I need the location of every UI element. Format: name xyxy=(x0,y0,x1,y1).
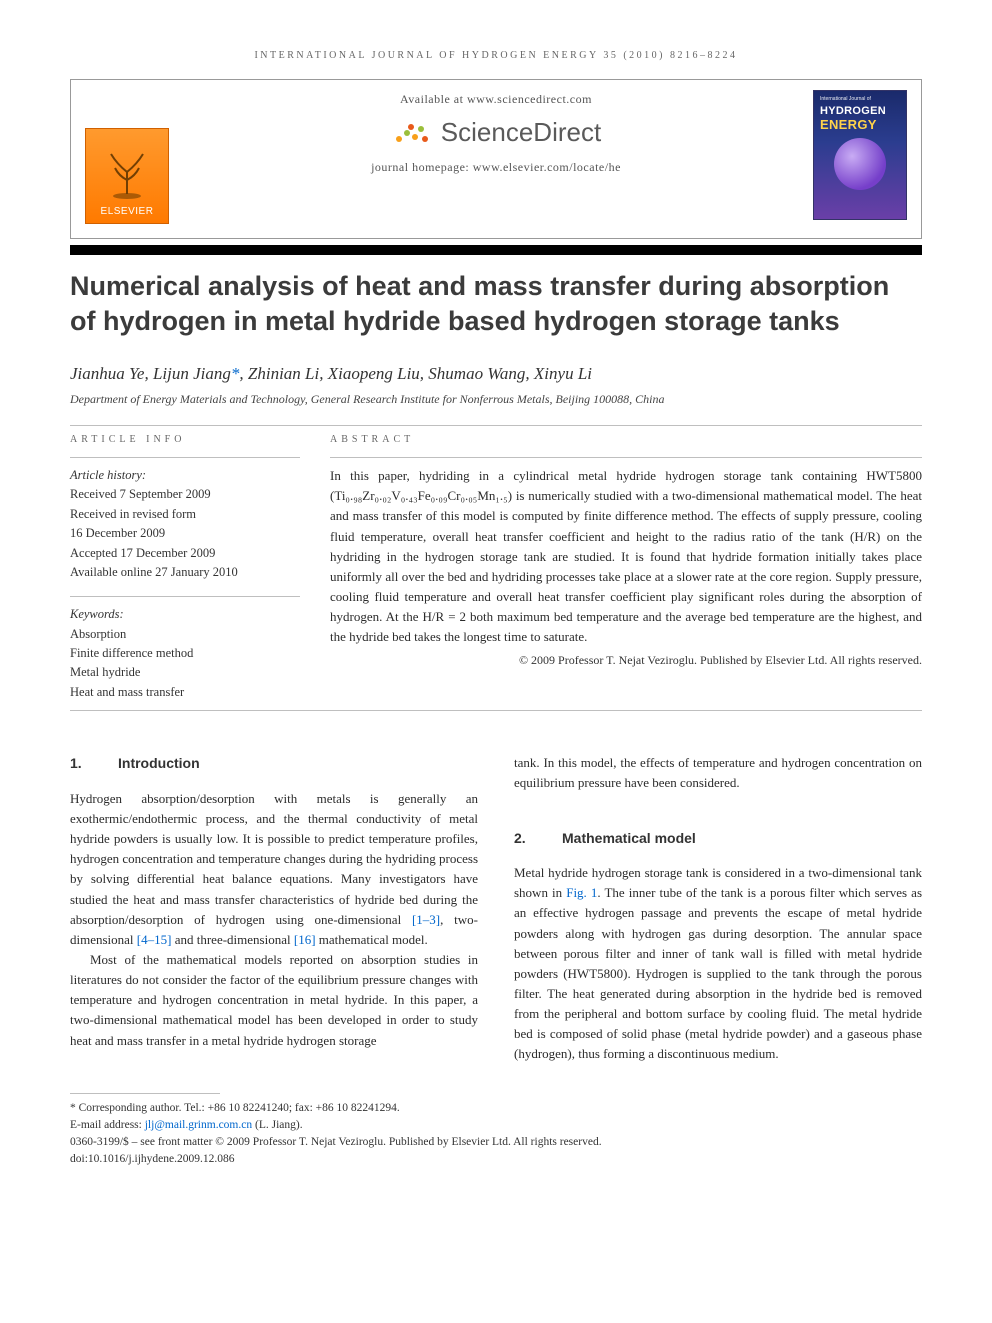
article-title: Numerical analysis of heat and mass tran… xyxy=(70,269,922,338)
journal-homepage-line: journal homepage: www.elsevier.com/locat… xyxy=(91,160,901,175)
keyword: Heat and mass transfer xyxy=(70,683,300,702)
divider xyxy=(70,710,922,711)
divider xyxy=(70,457,300,458)
divider xyxy=(70,425,922,426)
divider xyxy=(330,457,922,458)
section-title-text: Introduction xyxy=(118,755,200,771)
section-heading-model: 2.Mathematical model xyxy=(514,828,922,850)
paragraph-continuation: tank. In this model, the effects of temp… xyxy=(514,753,922,793)
section-heading-introduction: 1.Introduction xyxy=(70,753,478,775)
text-run: . The inner tube of the tank is a porous… xyxy=(514,885,922,1061)
running-head: INTERNATIONAL JOURNAL OF HYDROGEN ENERGY… xyxy=(70,50,922,61)
doi-line: doi:10.1016/j.ijhydene.2009.12.086 xyxy=(70,1151,922,1168)
history-online: Available online 27 January 2010 xyxy=(70,563,300,582)
citation-link[interactable]: [16] xyxy=(294,932,316,947)
black-divider-bar xyxy=(70,245,922,255)
body-two-columns: 1.Introduction Hydrogen absorption/desor… xyxy=(70,753,922,1064)
history-received: Received 7 September 2009 xyxy=(70,485,300,504)
cover-hydrogen-text: HYDROGEN xyxy=(820,105,900,117)
citation-link[interactable]: [4–15] xyxy=(137,932,172,947)
authors-line: Jianhua Ye, Lijun Jiang*, Zhinian Li, Xi… xyxy=(70,364,922,384)
article-info-column: ARTICLE INFO Article history: Received 7… xyxy=(70,434,300,702)
abstract-column: ABSTRACT In this paper, hydriding in a c… xyxy=(330,434,922,702)
email-link[interactable]: jlj@mail.grinm.com.cn xyxy=(145,1119,252,1131)
history-revised-line2: 16 December 2009 xyxy=(70,524,300,543)
header-box: Available at www.sciencedirect.com Scien… xyxy=(70,79,922,239)
text-run: E-mail address: xyxy=(70,1119,145,1131)
citation-link[interactable]: [1–3] xyxy=(412,912,440,927)
journal-cover-thumbnail: International Journal of HYDROGEN ENERGY xyxy=(813,90,907,220)
paragraph: Hydrogen absorption/desorption with meta… xyxy=(70,789,478,950)
keyword: Absorption xyxy=(70,625,300,644)
keyword: Metal hydride xyxy=(70,663,300,682)
sciencedirect-dots-icon xyxy=(391,119,431,147)
keyword: Finite difference method xyxy=(70,644,300,663)
section-number: 1. xyxy=(70,753,118,775)
email-line: E-mail address: jlj@mail.grinm.com.cn (L… xyxy=(70,1117,922,1134)
keywords-label: Keywords: xyxy=(70,605,300,624)
footnote-separator xyxy=(70,1093,220,1094)
text-run: (L. Jiang). xyxy=(252,1119,302,1131)
footnotes: * Corresponding author. Tel.: +86 10 822… xyxy=(70,1100,922,1169)
sciencedirect-brand: ScienceDirect xyxy=(91,117,901,148)
text-run: * Corresponding author. xyxy=(70,1102,181,1114)
abstract-heading: ABSTRACT xyxy=(330,434,922,445)
author-list: Jianhua Ye, Lijun Jiang*, Zhinian Li, Xi… xyxy=(70,364,592,383)
abstract-text: In this paper, hydriding in a cylindrica… xyxy=(330,466,922,647)
text-run: and three-dimensional xyxy=(171,932,293,947)
elsevier-tree-icon xyxy=(97,142,157,202)
section-number: 2. xyxy=(514,828,562,850)
body-column-right: tank. In this model, the effects of temp… xyxy=(514,753,922,1064)
history-revised-line1: Received in revised form xyxy=(70,505,300,524)
affiliation: Department of Energy Materials and Techn… xyxy=(70,392,922,407)
section-title-text: Mathematical model xyxy=(562,830,696,846)
paragraph: Metal hydride hydrogen storage tank is c… xyxy=(514,863,922,1064)
history-label: Article history: xyxy=(70,466,300,485)
corresponding-asterisk: * xyxy=(231,364,240,383)
cover-energy-text: ENERGY xyxy=(820,117,900,132)
cover-top-text: International Journal of xyxy=(820,97,900,103)
cover-globe-icon xyxy=(834,138,886,190)
text-run: mathematical model. xyxy=(316,932,428,947)
available-at-line: Available at www.sciencedirect.com xyxy=(91,92,901,107)
body-column-left: 1.Introduction Hydrogen absorption/desor… xyxy=(70,753,478,1064)
article-info-heading: ARTICLE INFO xyxy=(70,434,300,445)
figure-link[interactable]: Fig. 1 xyxy=(566,885,597,900)
text-run: Tel.: +86 10 82241240; fax: +86 10 82241… xyxy=(181,1102,399,1114)
text-run: Hydrogen absorption/desorption with meta… xyxy=(70,791,478,927)
front-matter-line: 0360-3199/$ – see front matter © 2009 Pr… xyxy=(70,1134,922,1151)
elsevier-label: ELSEVIER xyxy=(101,206,154,217)
paragraph: Most of the mathematical models reported… xyxy=(70,950,478,1051)
abstract-copyright: © 2009 Professor T. Nejat Veziroglu. Pub… xyxy=(330,653,922,668)
history-accepted: Accepted 17 December 2009 xyxy=(70,544,300,563)
sciencedirect-wordmark: ScienceDirect xyxy=(441,117,601,148)
elsevier-logo: ELSEVIER xyxy=(85,128,169,224)
corresponding-author-note: * Corresponding author. Tel.: +86 10 822… xyxy=(70,1100,922,1117)
